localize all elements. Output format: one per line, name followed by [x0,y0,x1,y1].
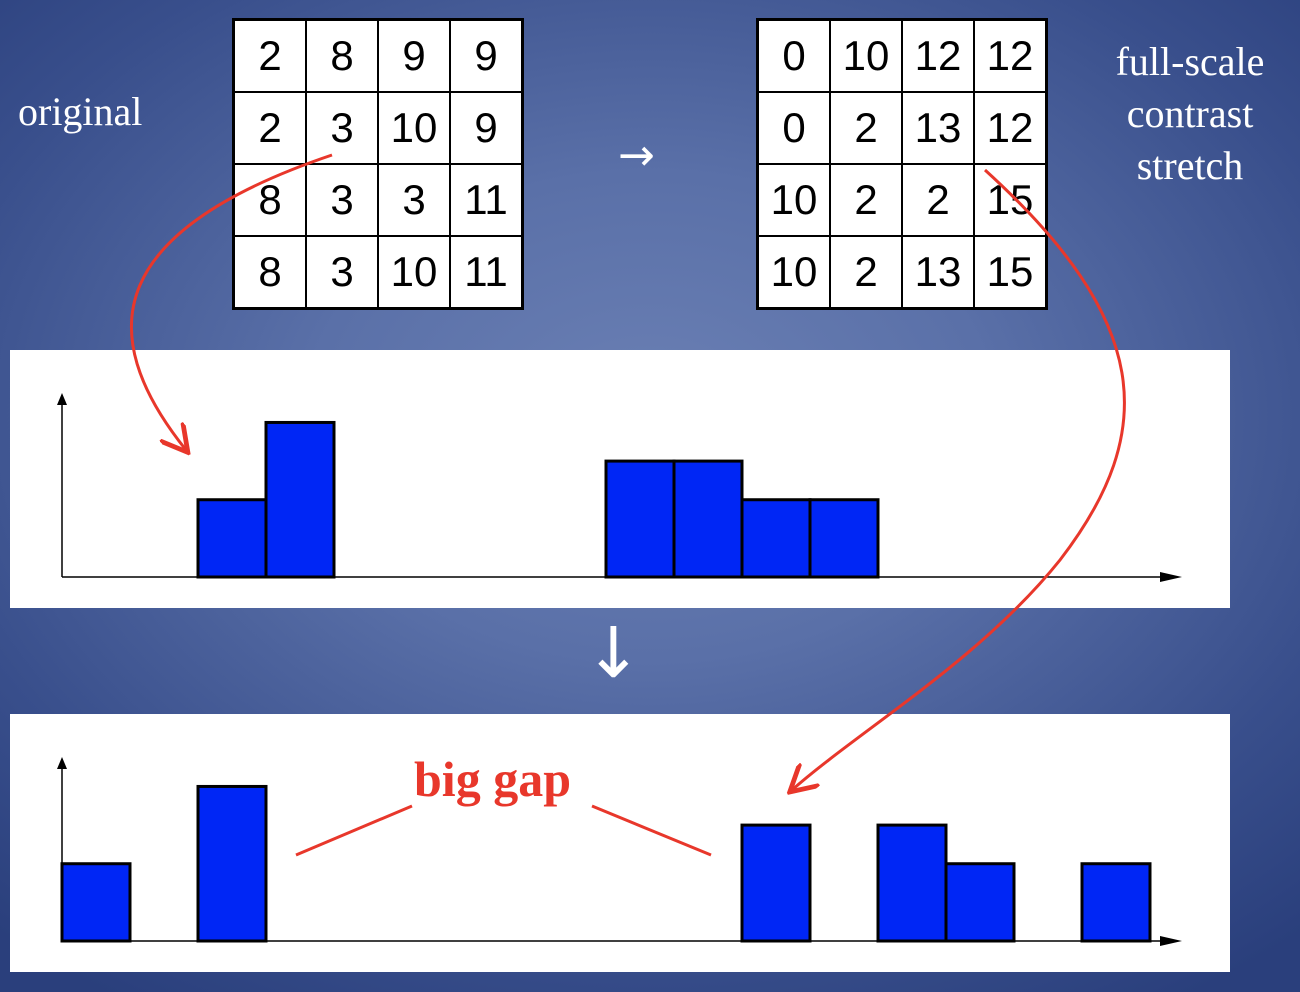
grid-cell: 11 [450,164,522,236]
histogram-bar [196,498,268,579]
grid-cell: 2 [902,164,974,236]
full-scale-contrast-stretch-label: full-scale contrast stretch [1090,36,1290,192]
histogram-bar [60,862,132,943]
grid-cell: 2 [830,236,902,308]
grid-cell: 10 [378,92,450,164]
original-histogram-chart [57,393,1182,582]
grid-cell: 15 [974,236,1046,308]
contrast-line: contrast [1126,91,1254,136]
histogram-bar [196,784,268,943]
histogram-bar [672,459,744,579]
grid-cell: 2 [830,92,902,164]
grid-cell: 10 [758,164,830,236]
grid-cell: 3 [306,236,378,308]
grid-cell: 3 [378,164,450,236]
grid-cell: 13 [902,92,974,164]
x-axis-arrowhead [1160,936,1182,946]
y-axis-arrowhead [57,393,67,405]
grid-cell: 10 [830,20,902,92]
original-pixel-grid: 2 8 9 9 2 3 10 9 8 3 3 11 8 3 10 11 [232,18,524,310]
stretch-line: stretch [1136,143,1244,188]
grid-cell: 9 [450,92,522,164]
grid-cell: 3 [306,164,378,236]
stretched-histogram-chart [57,757,1182,946]
grid-cell: 2 [234,20,306,92]
grid-cell: 0 [758,20,830,92]
histogram-bar [740,823,812,943]
histogram-bar [876,823,948,943]
original-histogram-panel [10,350,1230,608]
grid-cell: 8 [234,236,306,308]
grid-cell: 11 [450,236,522,308]
grid-cell: 15 [974,164,1046,236]
full-scale-line: full-scale [1115,39,1265,84]
stretched-pixel-grid: 0 10 12 12 0 2 13 12 10 2 2 15 10 2 13 15 [756,18,1048,310]
grid-cell: 8 [234,164,306,236]
grid-cell: 13 [902,236,974,308]
y-axis-arrowhead [57,757,67,769]
stretched-histogram-panel [10,714,1230,972]
grid-cell: 3 [306,92,378,164]
grid-cell: 10 [758,236,830,308]
histogram-bar [264,420,336,579]
histogram-bar [1080,862,1152,943]
histogram-bar [740,498,812,579]
grid-cell: 10 [378,236,450,308]
grid-cell: 9 [450,20,522,92]
histogram-bar [944,862,1016,943]
grid-cell: 0 [758,92,830,164]
grid-cell: 12 [974,92,1046,164]
grid-cell: 2 [234,92,306,164]
grid-cell: 12 [902,20,974,92]
grid-cell: 8 [306,20,378,92]
big-gap-label: big gap [414,751,572,807]
grid-cell: 12 [974,20,1046,92]
histogram-bar [808,498,880,579]
histogram-bar [604,459,676,579]
grid-cell: 9 [378,20,450,92]
down-arrow-icon: ↓ [584,612,643,694]
grid-cell: 2 [830,164,902,236]
right-arrow-icon: → [618,130,655,181]
original-label: original [18,89,143,134]
x-axis-arrowhead [1160,572,1182,582]
